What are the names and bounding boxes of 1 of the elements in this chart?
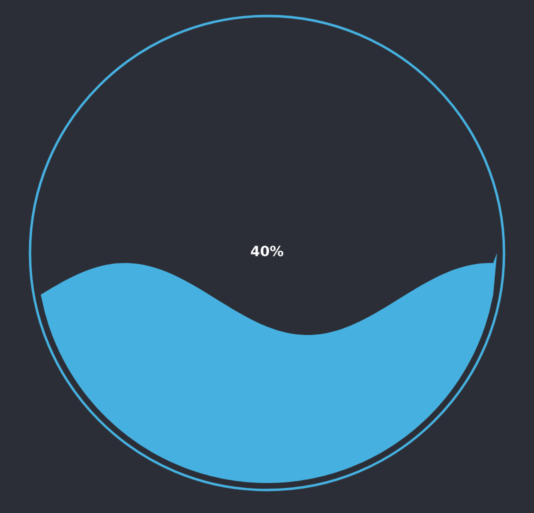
data-label: 40%	[250, 246, 284, 256]
